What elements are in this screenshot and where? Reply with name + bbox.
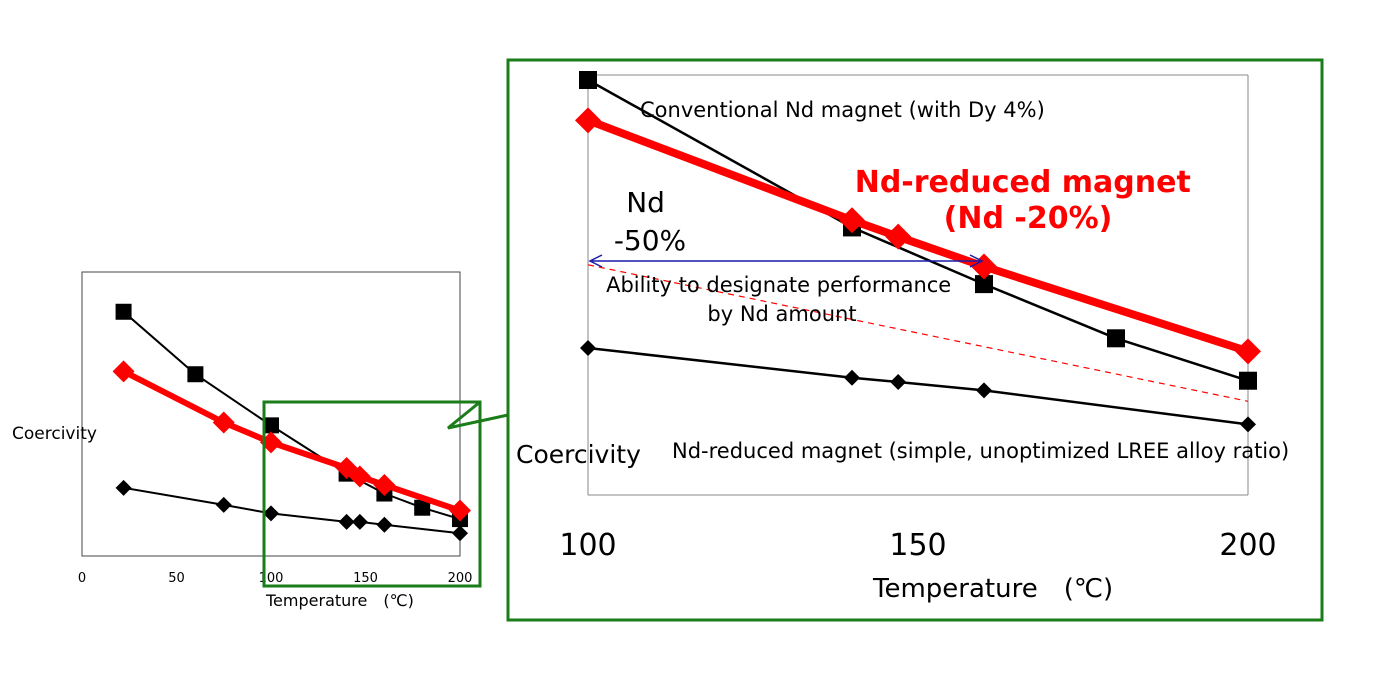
chart1-x-tick-1: 150 <box>889 528 946 563</box>
chart1-series-1-line <box>586 116 1250 356</box>
performance-annotation: Ability to designate performance by Nd a… <box>606 273 958 326</box>
overview-series-layer <box>112 303 471 542</box>
legend-nd-reduced-line-1: Nd-reduced magnet <box>855 165 1191 200</box>
chart1-series-2-point-4 <box>1240 416 1256 433</box>
overview-x-axis-label: Temperature (℃) <box>265 591 414 610</box>
chart0-x-tick-4: 200 <box>448 571 473 586</box>
chart0-series-0-point-5 <box>414 499 431 516</box>
chart1-series-3-line <box>587 264 1249 402</box>
chart0-series-2-point-5 <box>376 516 393 533</box>
chart0-x-tick-3: 150 <box>353 571 378 586</box>
callout-pointer <box>447 400 509 430</box>
zoomed-series-layer <box>575 71 1261 433</box>
chart0-series-2-point-2 <box>263 505 279 522</box>
chart1-series-2-point-2 <box>890 373 907 390</box>
chart0-series-2-point-3 <box>338 513 355 530</box>
chart0-series-1-point-1 <box>212 411 235 434</box>
nd-annotation-line-1: Nd <box>626 186 665 219</box>
chart0-series-1-line <box>122 368 461 514</box>
chart1-x-tick-0: 100 <box>559 528 616 563</box>
chart1-series-1-point-4 <box>1235 338 1261 365</box>
performance-annotation-line-1: Ability to designate performance <box>606 273 951 297</box>
chart1-series-0-point-3 <box>1107 329 1125 348</box>
nd-annotation-line-2: -50% <box>614 224 686 257</box>
chart1-series-0-line <box>587 78 1249 382</box>
chart0-series-0-line <box>122 311 461 521</box>
chart1-series-0-point-4 <box>1239 371 1257 390</box>
zoom-callout <box>262 58 1324 622</box>
chart1-series-1-point-3 <box>971 253 997 280</box>
nd-minus-50-annotation: Nd -50% <box>614 186 686 257</box>
overview-chart: 0 50 100 150 200 Coercivity Temperature (℃) <box>12 271 473 610</box>
callout-frame <box>506 58 1324 622</box>
chart1-series-2-point-3 <box>976 382 992 399</box>
chart0-series-1-point-0 <box>112 360 135 383</box>
chart1-series-0-point-2 <box>975 275 993 294</box>
chart0-x-tick-0: 0 <box>78 571 86 586</box>
chart0-series-0-point-2 <box>263 417 279 434</box>
chart1-series-1-point-1 <box>839 207 865 234</box>
chart0-series-1-point-5 <box>373 474 396 496</box>
overview-x-ticks: 0 50 100 150 200 <box>78 571 473 586</box>
chart0-series-0-point-1 <box>187 366 204 383</box>
chart1-series-2-point-0 <box>580 339 596 356</box>
chart1-x-tick-2: 200 <box>1219 528 1276 563</box>
legend-nd-reduced-magnet: Nd-reduced magnet (Nd -20%) <box>855 165 1202 236</box>
chart0-series-2-point-1 <box>215 496 232 513</box>
chart0-x-tick-2: 100 <box>259 571 284 586</box>
legend-nd-reduced-line-2: (Nd -20%) <box>944 201 1113 236</box>
zoom-region-box <box>262 400 482 588</box>
chart1-series-1-point-2 <box>885 223 912 250</box>
chart0-series-2-point-6 <box>452 525 468 542</box>
zoomed-x-axis-label: Temperature (℃) <box>872 574 1113 604</box>
overview-plot-frame <box>81 271 461 557</box>
chart1-series-2-point-1 <box>844 369 860 386</box>
chart1-series-1-point-0 <box>575 107 601 134</box>
zoomed-chart: 100 150 200 Coercivity Temperature (℃) Con… <box>516 71 1289 604</box>
chart1-series-2-line <box>587 346 1249 426</box>
chart0-series-0-point-0 <box>115 303 132 320</box>
chart0-series-2-point-0 <box>115 479 132 496</box>
chart1-series-0-point-0 <box>579 71 597 89</box>
overview-y-axis-label: Coercivity <box>12 424 97 444</box>
zoomed-x-ticks: 100 150 200 <box>559 528 1276 563</box>
chart0-series-1-point-6 <box>449 499 471 522</box>
legend-simple-nd-reduced-magnet: Nd-reduced magnet (simple, unoptimized L… <box>672 439 1289 463</box>
chart0-x-tick-1: 50 <box>168 571 185 586</box>
chart0-series-1-point-4 <box>348 465 371 488</box>
nd-reduction-arrow-head-left <box>588 254 603 268</box>
zoomed-y-axis-label: Coercivity <box>516 440 641 469</box>
legend-conventional-magnet: Conventional Nd magnet (with Dy 4%) <box>640 98 1045 122</box>
chart0-series-2-point-4 <box>351 513 368 530</box>
nd-reduction-arrow-head-right <box>969 254 984 268</box>
performance-annotation-line-2: by Nd amount <box>707 302 856 326</box>
